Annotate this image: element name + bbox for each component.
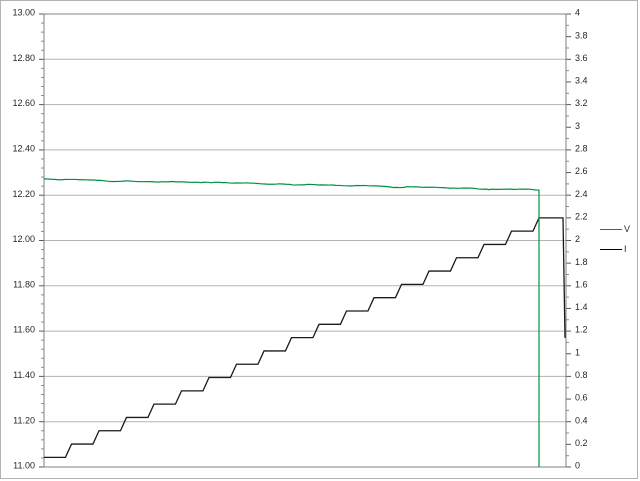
svg-text:1.2: 1.2 xyxy=(575,325,588,335)
svg-text:0.2: 0.2 xyxy=(575,438,588,448)
svg-text:3: 3 xyxy=(575,121,580,131)
svg-text:12.80: 12.80 xyxy=(12,53,35,63)
svg-text:0.4: 0.4 xyxy=(575,415,588,425)
svg-text:2.2: 2.2 xyxy=(575,211,588,221)
svg-text:12.20: 12.20 xyxy=(12,189,35,199)
svg-text:2.8: 2.8 xyxy=(575,144,588,154)
svg-text:0.6: 0.6 xyxy=(575,393,588,403)
svg-text:1.6: 1.6 xyxy=(575,279,588,289)
svg-text:12.00: 12.00 xyxy=(12,234,35,244)
svg-text:1.4: 1.4 xyxy=(575,302,588,312)
svg-text:3.4: 3.4 xyxy=(575,76,588,86)
svg-text:12.40: 12.40 xyxy=(12,144,35,154)
svg-text:2.4: 2.4 xyxy=(575,189,588,199)
svg-text:11.20: 11.20 xyxy=(13,415,35,425)
svg-text:3.2: 3.2 xyxy=(575,98,588,108)
svg-text:3.8: 3.8 xyxy=(575,30,588,40)
svg-text:2: 2 xyxy=(575,234,580,244)
svg-text:12.60: 12.60 xyxy=(12,98,35,108)
svg-text:0: 0 xyxy=(575,461,580,471)
svg-text:13.00: 13.00 xyxy=(12,8,35,18)
svg-text:11.80: 11.80 xyxy=(13,279,35,289)
svg-text:11.00: 11.00 xyxy=(13,461,35,471)
svg-text:2.6: 2.6 xyxy=(575,166,588,176)
svg-text:11.40: 11.40 xyxy=(13,370,35,380)
svg-text:1.8: 1.8 xyxy=(575,257,588,267)
svg-text:11.60: 11.60 xyxy=(13,325,35,335)
svg-text:3.6: 3.6 xyxy=(575,53,588,63)
svg-text:4: 4 xyxy=(575,8,580,18)
svg-text:1: 1 xyxy=(575,347,580,357)
svg-text:0.8: 0.8 xyxy=(575,370,588,380)
